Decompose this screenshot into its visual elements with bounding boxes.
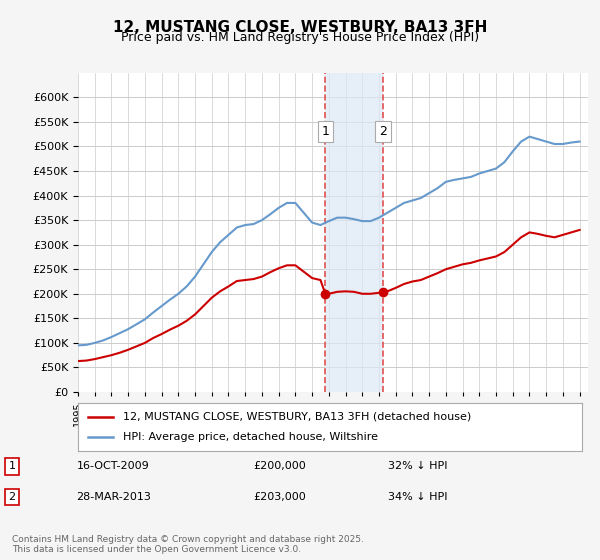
Text: 12, MUSTANG CLOSE, WESTBURY, BA13 3FH (detached house): 12, MUSTANG CLOSE, WESTBURY, BA13 3FH (d… [124, 412, 472, 422]
Bar [325, 73, 383, 392]
Text: Contains HM Land Registry data © Crown copyright and database right 2025.
This d: Contains HM Land Registry data © Crown c… [12, 535, 364, 554]
Text: 32% ↓ HPI: 32% ↓ HPI [388, 461, 448, 471]
Text: 12, MUSTANG CLOSE, WESTBURY, BA13 3FH: 12, MUSTANG CLOSE, WESTBURY, BA13 3FH [113, 20, 487, 35]
Text: 1: 1 [322, 125, 329, 138]
Text: HPI: Average price, detached house, Wiltshire: HPI: Average price, detached house, Wilt… [124, 432, 379, 442]
Text: £203,000: £203,000 [253, 492, 306, 502]
Text: £200,000: £200,000 [253, 461, 306, 471]
Text: 16-OCT-2009: 16-OCT-2009 [77, 461, 149, 471]
Text: 1: 1 [8, 461, 16, 471]
Text: Price paid vs. HM Land Registry's House Price Index (HPI): Price paid vs. HM Land Registry's House … [121, 31, 479, 44]
Text: 2: 2 [8, 492, 16, 502]
Text: 28-MAR-2013: 28-MAR-2013 [77, 492, 151, 502]
Text: 34% ↓ HPI: 34% ↓ HPI [388, 492, 448, 502]
Text: 2: 2 [379, 125, 387, 138]
